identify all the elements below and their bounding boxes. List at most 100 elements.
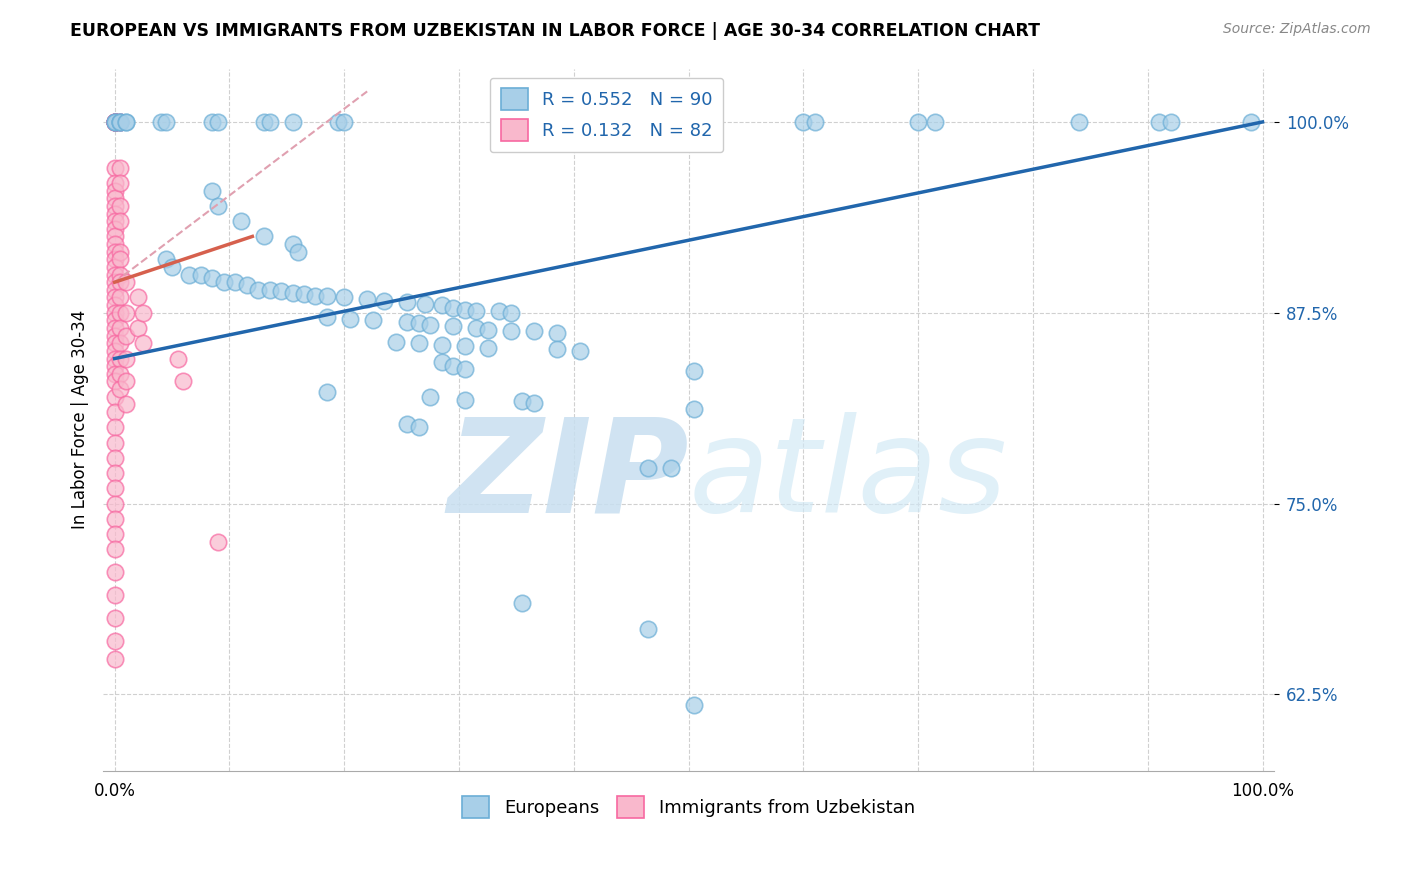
Point	[259, 283, 281, 297]
Point	[104, 343, 127, 358]
Point	[287, 244, 309, 259]
Point	[104, 214, 127, 228]
Point	[465, 321, 488, 335]
Text: ZIP: ZIP	[447, 412, 689, 540]
Point	[104, 283, 127, 297]
Point	[477, 322, 499, 336]
Point	[207, 115, 229, 129]
Point	[454, 362, 477, 376]
Point	[110, 115, 132, 129]
Point	[104, 115, 127, 129]
Point	[339, 311, 361, 326]
Point	[173, 375, 195, 389]
Point	[104, 237, 127, 252]
Point	[253, 115, 276, 129]
Point	[115, 375, 138, 389]
Point	[104, 115, 127, 129]
Point	[454, 339, 477, 353]
Point	[361, 313, 384, 327]
Point	[229, 214, 252, 228]
Point	[110, 115, 132, 129]
Point	[356, 292, 378, 306]
Point	[373, 293, 395, 308]
Point	[132, 336, 155, 351]
Point	[465, 304, 488, 318]
Point	[523, 396, 546, 410]
Point	[304, 289, 326, 303]
Point	[110, 275, 132, 289]
Point	[110, 176, 132, 190]
Point	[104, 321, 127, 335]
Point	[104, 351, 127, 366]
Point	[804, 115, 827, 129]
Point	[110, 115, 132, 129]
Text: EUROPEAN VS IMMIGRANTS FROM UZBEKISTAN IN LABOR FORCE | AGE 30-34 CORRELATION CH: EUROPEAN VS IMMIGRANTS FROM UZBEKISTAN I…	[70, 22, 1040, 40]
Point	[110, 199, 132, 213]
Point	[510, 596, 533, 610]
Point	[110, 367, 132, 381]
Point	[419, 318, 441, 332]
Point	[1160, 115, 1182, 129]
Point	[104, 367, 127, 381]
Point	[104, 161, 127, 175]
Point	[104, 260, 127, 274]
Point	[104, 184, 127, 198]
Point	[104, 420, 127, 434]
Point	[201, 270, 224, 285]
Point	[430, 354, 453, 368]
Point	[104, 291, 127, 305]
Point	[281, 115, 304, 129]
Point	[104, 336, 127, 351]
Point	[441, 319, 464, 334]
Point	[104, 435, 127, 450]
Point	[683, 401, 706, 416]
Point	[408, 317, 430, 331]
Point	[207, 534, 229, 549]
Point	[190, 268, 212, 282]
Point	[281, 285, 304, 300]
Point	[477, 341, 499, 355]
Point	[253, 229, 276, 244]
Point	[115, 351, 138, 366]
Point	[385, 334, 408, 349]
Point	[104, 252, 127, 267]
Point	[207, 199, 229, 213]
Point	[110, 115, 132, 129]
Point	[127, 321, 149, 335]
Point	[568, 343, 591, 358]
Point	[396, 417, 419, 432]
Point	[104, 191, 127, 205]
Point	[104, 497, 127, 511]
Point	[155, 115, 177, 129]
Point	[104, 652, 127, 666]
Point	[924, 115, 946, 129]
Point	[104, 466, 127, 480]
Point	[270, 285, 292, 299]
Point	[155, 252, 177, 267]
Text: Source: ZipAtlas.com: Source: ZipAtlas.com	[1223, 22, 1371, 37]
Point	[149, 115, 172, 129]
Point	[499, 306, 522, 320]
Point	[115, 306, 138, 320]
Point	[281, 237, 304, 252]
Point	[104, 527, 127, 541]
Point	[104, 115, 127, 129]
Point	[110, 351, 132, 366]
Point	[115, 397, 138, 411]
Point	[115, 328, 138, 343]
Point	[104, 206, 127, 220]
Point	[224, 275, 246, 289]
Point	[609, 115, 631, 129]
Point	[127, 291, 149, 305]
Point	[454, 302, 477, 317]
Point	[441, 301, 464, 315]
Point	[659, 461, 682, 475]
Point	[160, 260, 183, 274]
Point	[907, 115, 929, 129]
Point	[110, 336, 132, 351]
Point	[110, 252, 132, 267]
Point	[430, 338, 453, 352]
Point	[104, 405, 127, 419]
Point	[104, 566, 127, 580]
Point	[1067, 115, 1090, 129]
